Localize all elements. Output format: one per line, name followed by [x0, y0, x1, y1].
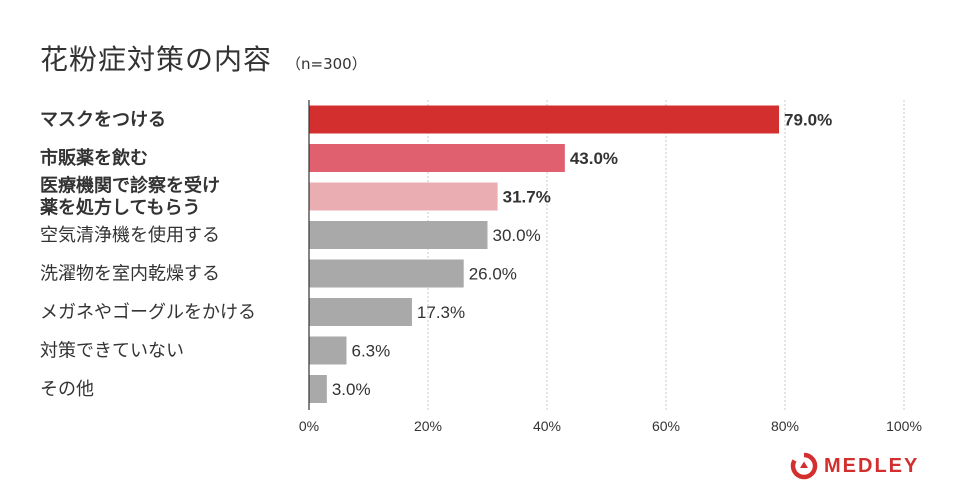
chart-subtitle: （n=300） — [286, 55, 367, 73]
category-label: 市販薬を飲む — [40, 147, 148, 169]
category-label: 医療機関で診察を受け — [40, 175, 220, 197]
x-tick-label: 0% — [299, 418, 319, 434]
medley-logo: MEDLEY — [790, 452, 919, 480]
category-label: その他 — [40, 379, 94, 400]
category-label: マスクをつける — [40, 110, 166, 131]
x-tick-label: 60% — [652, 418, 680, 434]
data-label: 30.0% — [493, 226, 541, 245]
bar — [309, 105, 780, 134]
category-label: メガネやゴーグルをかける — [40, 302, 256, 323]
bar — [309, 182, 498, 211]
category-label: 空気清浄機を使用する — [40, 225, 220, 246]
category-label: 対策できていない — [40, 341, 184, 362]
title-row: 花粉症対策の内容 （n=300） — [40, 38, 367, 78]
category-label: 洗濯物を室内乾燥する — [40, 264, 220, 285]
data-label: 26.0% — [469, 265, 517, 284]
x-tick-label: 20% — [414, 418, 442, 434]
bar — [309, 221, 488, 249]
bar — [309, 375, 327, 403]
data-label: 79.0% — [784, 111, 832, 130]
bar — [309, 144, 565, 172]
bar — [309, 259, 464, 288]
category-label: 薬を処方してもらう — [40, 197, 201, 219]
bar — [309, 298, 412, 326]
data-label: 43.0% — [570, 149, 618, 168]
chart-title: 花粉症対策の内容 — [40, 43, 273, 76]
x-tick-label: 100% — [886, 418, 922, 434]
data-label: 17.3% — [417, 303, 465, 322]
medley-logo-icon — [790, 452, 818, 480]
bar — [309, 336, 347, 365]
medley-logo-text: MEDLEY — [824, 454, 920, 477]
data-label: 3.0% — [332, 380, 371, 399]
data-label: 31.7% — [503, 188, 551, 207]
x-tick-label: 40% — [533, 418, 561, 434]
data-label: 6.3% — [351, 342, 390, 361]
x-tick-label: 80% — [771, 418, 799, 434]
